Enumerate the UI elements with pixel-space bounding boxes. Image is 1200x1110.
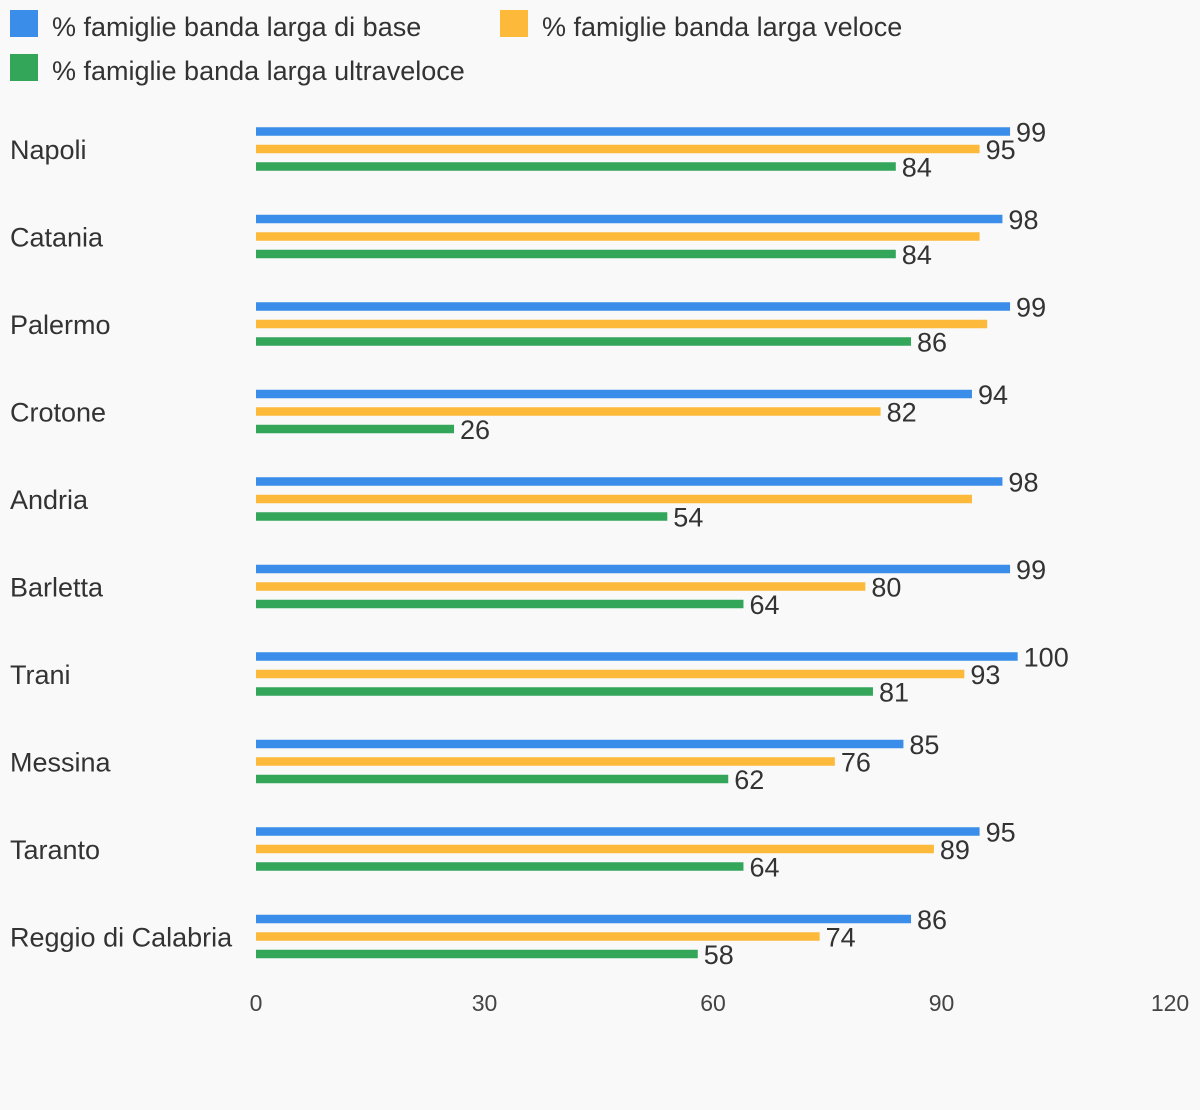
- bar: [256, 127, 1011, 136]
- bar: [256, 214, 1003, 224]
- bar: [256, 302, 1011, 311]
- legend-label: % famiglie banda larga veloce: [542, 12, 902, 42]
- data-label: 64: [749, 853, 779, 883]
- category-label: Reggio di Calabria: [10, 923, 233, 953]
- data-label: 95: [986, 135, 1016, 165]
- bar: [256, 319, 988, 329]
- bar: [256, 162, 896, 171]
- bar: [256, 827, 980, 836]
- bar: [256, 337, 912, 346]
- bar: [256, 512, 668, 521]
- category-label: Taranto: [10, 835, 100, 865]
- bar: [256, 407, 881, 416]
- data-label: 80: [871, 573, 901, 603]
- bar: [256, 232, 980, 241]
- bar: [256, 249, 896, 259]
- data-label: 86: [917, 905, 947, 935]
- bar: [256, 739, 904, 749]
- x-tick-label: 120: [1151, 990, 1189, 1016]
- legend-swatch: [10, 10, 38, 37]
- data-label: 99: [1016, 555, 1046, 585]
- category-label: Messina: [10, 748, 112, 778]
- data-label: 95: [986, 818, 1016, 848]
- bar: [256, 494, 972, 504]
- bar: [256, 669, 965, 679]
- data-label: 84: [902, 240, 932, 270]
- bar: [256, 477, 1003, 486]
- data-label: 84: [902, 153, 932, 183]
- bar: [256, 389, 972, 399]
- data-label: 74: [826, 923, 856, 953]
- data-label: 98: [1008, 205, 1038, 235]
- data-label: 94: [978, 380, 1008, 410]
- bar: [256, 914, 912, 924]
- legend-swatch: [10, 54, 38, 81]
- legend-swatch: [500, 10, 528, 37]
- data-label: 86: [917, 328, 947, 358]
- data-label: 100: [1024, 643, 1069, 673]
- bar: [256, 582, 866, 591]
- bar: [256, 652, 1018, 661]
- data-label: 54: [673, 503, 703, 533]
- bar: [256, 599, 744, 609]
- x-tick-label: 90: [929, 990, 955, 1016]
- category-label: Trani: [10, 660, 71, 690]
- data-label: 82: [887, 398, 917, 428]
- category-label: Andria: [10, 485, 89, 515]
- bar: [256, 757, 835, 766]
- category-label: Catania: [10, 223, 104, 253]
- category-label: Napoli: [10, 135, 87, 165]
- data-label: 98: [1008, 468, 1038, 498]
- category-label: Crotone: [10, 398, 106, 428]
- category-label: Barletta: [10, 573, 104, 603]
- x-tick-label: 0: [250, 990, 263, 1016]
- bar: [256, 687, 873, 696]
- legend-label: % famiglie banda larga ultraveloce: [52, 56, 465, 86]
- bar: [256, 862, 744, 871]
- data-label: 81: [879, 678, 909, 708]
- data-label: 76: [841, 748, 871, 778]
- legend-label: % famiglie banda larga di base: [52, 12, 421, 42]
- bar: [256, 844, 934, 854]
- bar: [256, 144, 980, 154]
- category-label: Palermo: [10, 310, 111, 340]
- data-label: 58: [704, 940, 734, 970]
- data-label: 26: [460, 415, 490, 445]
- bar: [256, 774, 729, 784]
- x-tick-label: 30: [472, 990, 498, 1016]
- data-label: 99: [1016, 118, 1046, 148]
- data-label: 85: [909, 730, 939, 760]
- data-label: 89: [940, 835, 970, 865]
- bar: [256, 949, 698, 959]
- bar: [256, 564, 1011, 574]
- bar: [256, 932, 820, 941]
- data-label: 93: [970, 660, 1000, 690]
- data-label: 64: [749, 590, 779, 620]
- x-tick-label: 60: [700, 990, 726, 1016]
- bar: [256, 424, 455, 434]
- data-label: 99: [1016, 293, 1046, 323]
- data-label: 62: [734, 765, 764, 795]
